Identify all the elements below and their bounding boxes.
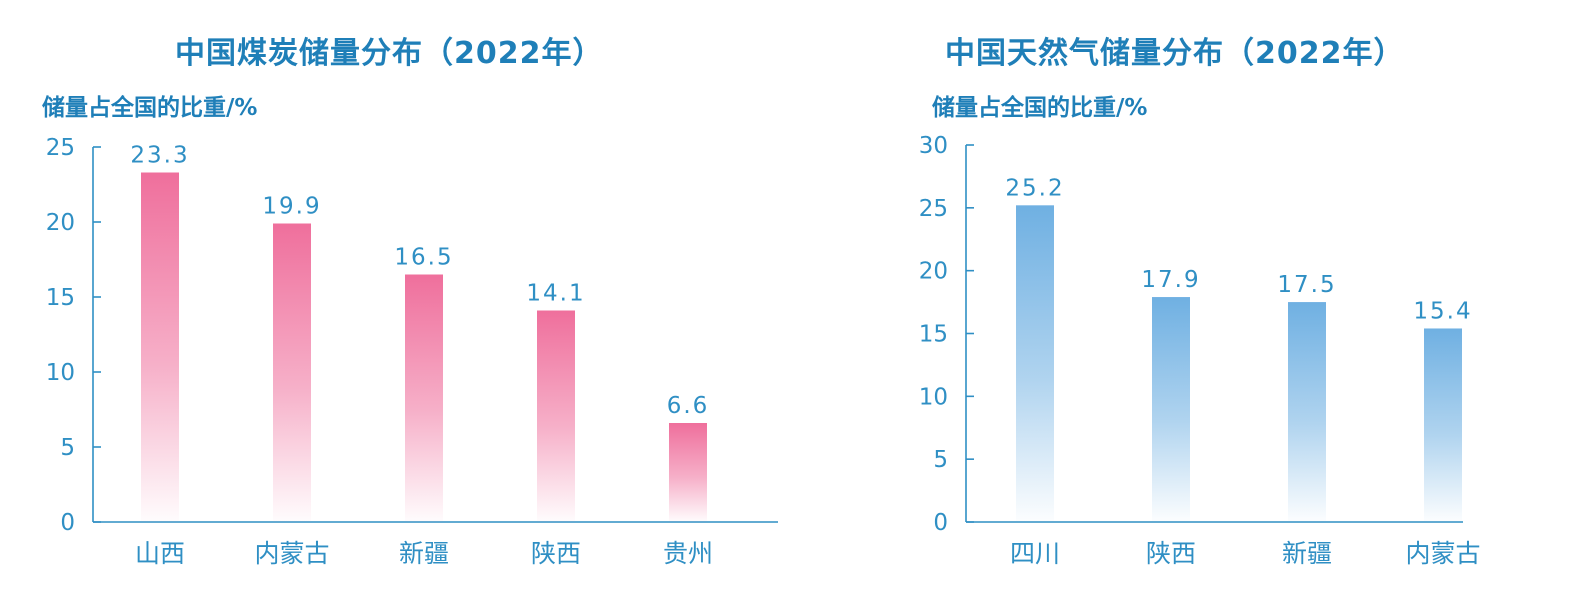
x-category-label: 陕西	[1146, 539, 1196, 568]
bar-value-label: 17.9	[1141, 267, 1200, 293]
x-category-label: 新疆	[399, 539, 449, 568]
bar-gas	[1424, 328, 1462, 522]
bar-value-label: 25.2	[1005, 175, 1064, 201]
bar-value-label: 16.5	[394, 245, 453, 271]
bar-value-label: 15.4	[1413, 298, 1472, 324]
bar-value-label: 19.9	[262, 194, 321, 220]
bar-value-label: 14.1	[526, 281, 585, 307]
bar-gas	[1288, 302, 1326, 522]
bar-value-label: 23.3	[130, 143, 189, 169]
y-tick-label: 15	[919, 322, 948, 348]
bar-coal	[141, 172, 179, 522]
y-tick-label: 5	[933, 447, 948, 473]
bar-value-label: 6.6	[667, 393, 710, 419]
bar-coal	[273, 223, 311, 522]
bar-gas	[1152, 297, 1190, 522]
coal-plot: 0 5 10 15 20 25 23.3 山西 19.9 内蒙古 16.5 新疆 14.1 陕西 6.6 贵州	[46, 135, 778, 568]
gas-plot: 0 5 10 15 20 25 30 25.2 四川 17.9 陕西 17.5 新疆 15.4 内蒙古	[919, 133, 1481, 568]
y-tick-label: 0	[933, 510, 948, 536]
y-tick-label: 10	[46, 360, 75, 386]
y-axis-label-gas: 储量占全国的比重/%	[932, 95, 1148, 121]
bar-gas	[1016, 205, 1054, 522]
chart-title-gas: 中国天然气储量分布（2022年）	[945, 36, 1405, 71]
x-category-label: 陕西	[531, 539, 581, 568]
y-tick-label: 25	[46, 135, 75, 161]
y-tick-label: 15	[46, 285, 75, 311]
bar-coal	[537, 310, 575, 522]
x-category-label: 四川	[1010, 539, 1060, 568]
bar-coal	[405, 274, 443, 522]
x-category-label: 贵州	[663, 539, 713, 568]
y-tick-label: 5	[60, 435, 75, 461]
bar-coal	[669, 423, 707, 522]
y-axis-label-coal: 储量占全国的比重/%	[42, 95, 258, 121]
y-tick-label: 10	[919, 384, 948, 410]
bar-value-label: 17.5	[1277, 272, 1336, 298]
x-category-label: 内蒙古	[1405, 539, 1480, 568]
gas-chart: 中国天然气储量分布（2022年） 储量占全国的比重/% 0 5 10 15 20 25 30…	[900, 0, 1588, 596]
y-tick-label: 20	[46, 210, 75, 236]
coal-chart: 中国煤炭储量分布（2022年） 储量占全国的比重/% 0 5 10 15 20 25 23.…	[0, 0, 790, 596]
y-tick-label: 20	[919, 259, 948, 285]
x-category-label: 新疆	[1282, 539, 1332, 568]
y-tick-label: 30	[919, 133, 948, 159]
x-category-label: 内蒙古	[254, 539, 329, 568]
x-category-label: 山西	[135, 539, 185, 568]
y-tick-label: 25	[919, 196, 948, 222]
chart-title-coal: 中国煤炭储量分布（2022年）	[175, 36, 604, 71]
y-tick-label: 0	[60, 510, 75, 536]
